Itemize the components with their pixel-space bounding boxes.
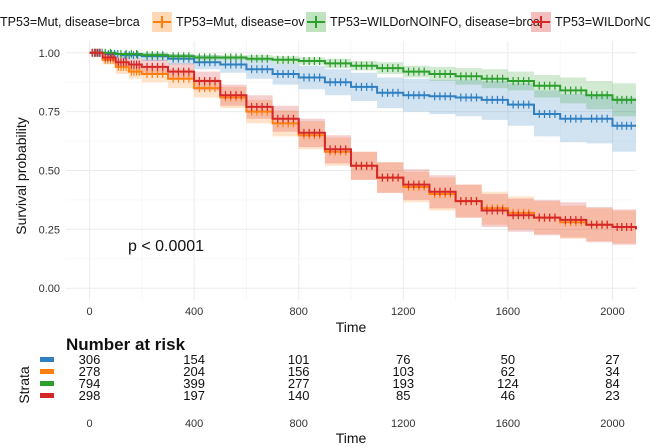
- risk-count: 399: [183, 376, 205, 391]
- risk-count: 23: [605, 388, 619, 403]
- risk-strata-key: [40, 357, 54, 362]
- legend-key: [152, 12, 172, 32]
- risk-table-y-title: Strata: [16, 366, 32, 404]
- legend-item: TP53=Mut, disease=brca: [0, 10, 140, 34]
- legend: TP53=Mut, disease=brca TP53=Mut, disease=…: [0, 6, 650, 38]
- risk-x-tick-label: 400: [185, 418, 203, 430]
- risk-count: 277: [288, 376, 310, 391]
- risk-count: 193: [392, 376, 414, 391]
- risk-count: 278: [79, 364, 101, 379]
- risk-count: 101: [288, 352, 310, 367]
- risk-table: 0 400 800 1200 1600 2000 306 154 101 76 50 27 278 204…: [40, 352, 625, 430]
- legend-label: TP53=Mut, disease=brca: [0, 15, 140, 29]
- risk-x-tick-label: 800: [290, 418, 308, 430]
- survival-curve: [89, 51, 636, 101]
- x-tick-label: 800: [290, 306, 308, 318]
- risk-table-title: Number at risk: [66, 335, 186, 354]
- risk-strata-key: [40, 393, 54, 398]
- risk-count: 50: [501, 352, 515, 367]
- y-tick-label: 0.75: [39, 107, 60, 119]
- legend-label: TP53=WILDorNOINFO, disease=ov: [555, 15, 650, 29]
- risk-count: 306: [79, 352, 101, 367]
- risk-count: 34: [605, 364, 619, 379]
- y-axis-title: Survival probability: [13, 117, 29, 235]
- risk-count: 156: [288, 364, 310, 379]
- risk-count: 84: [605, 376, 619, 391]
- risk-count: 46: [501, 388, 515, 403]
- survival-plot-panel: 0 400 800 1200 1600 2000 0.00 0.25 0.50 0.75 1.00: [39, 41, 637, 318]
- y-tick-label: 0.00: [39, 283, 60, 295]
- risk-x-tick-label: 1600: [496, 418, 520, 430]
- x-tick-label: 1200: [391, 306, 415, 318]
- risk-count: 197: [183, 388, 205, 403]
- risk-count: 298: [79, 388, 101, 403]
- legend-label: TP53=WILDorNOINFO, disease=brca: [330, 15, 540, 29]
- legend-key: [306, 12, 326, 32]
- risk-count: 103: [392, 364, 414, 379]
- risk-x-tick-label: 2000: [600, 418, 624, 430]
- risk-count: 204: [183, 364, 205, 379]
- x-tick-label: 1600: [496, 306, 520, 318]
- legend-label: TP53=Mut, disease=ov: [176, 15, 305, 29]
- legend-key: [531, 12, 551, 32]
- risk-count: 140: [288, 388, 310, 403]
- legend-item: TP53=WILDorNOINFO, disease=ov: [531, 10, 650, 34]
- risk-strata-key: [40, 381, 54, 386]
- legend-item: TP53=Mut, disease=ov: [152, 10, 305, 34]
- confidence-band: [89, 52, 636, 244]
- x-tick-label: 400: [185, 306, 203, 318]
- survival-curve: [89, 51, 637, 230]
- risk-count: 85: [396, 388, 410, 403]
- risk-x-tick-label: 0: [86, 418, 92, 430]
- risk-count: 27: [605, 352, 619, 367]
- confidence-band: [89, 52, 636, 247]
- risk-table-x-title: Time: [336, 430, 367, 446]
- risk-count: 124: [497, 376, 519, 391]
- risk-count: 154: [183, 352, 205, 367]
- y-tick-label: 1.00: [39, 48, 60, 60]
- p-value-annotation: p < 0.0001: [128, 238, 204, 255]
- x-tick-label: 2000: [600, 306, 624, 318]
- risk-count: 76: [396, 352, 410, 367]
- legend-item: TP53=WILDorNOINFO, disease=brca: [306, 10, 540, 34]
- risk-count: 62: [501, 364, 515, 379]
- y-tick-label: 0.25: [39, 224, 60, 236]
- risk-strata-key: [40, 369, 54, 374]
- confidence-band: [89, 52, 636, 152]
- y-tick-label: 0.50: [39, 166, 60, 178]
- x-axis-title: Time: [336, 319, 367, 335]
- x-tick-label: 0: [86, 306, 92, 318]
- risk-x-tick-label: 1200: [391, 418, 415, 430]
- risk-count: 794: [79, 376, 101, 391]
